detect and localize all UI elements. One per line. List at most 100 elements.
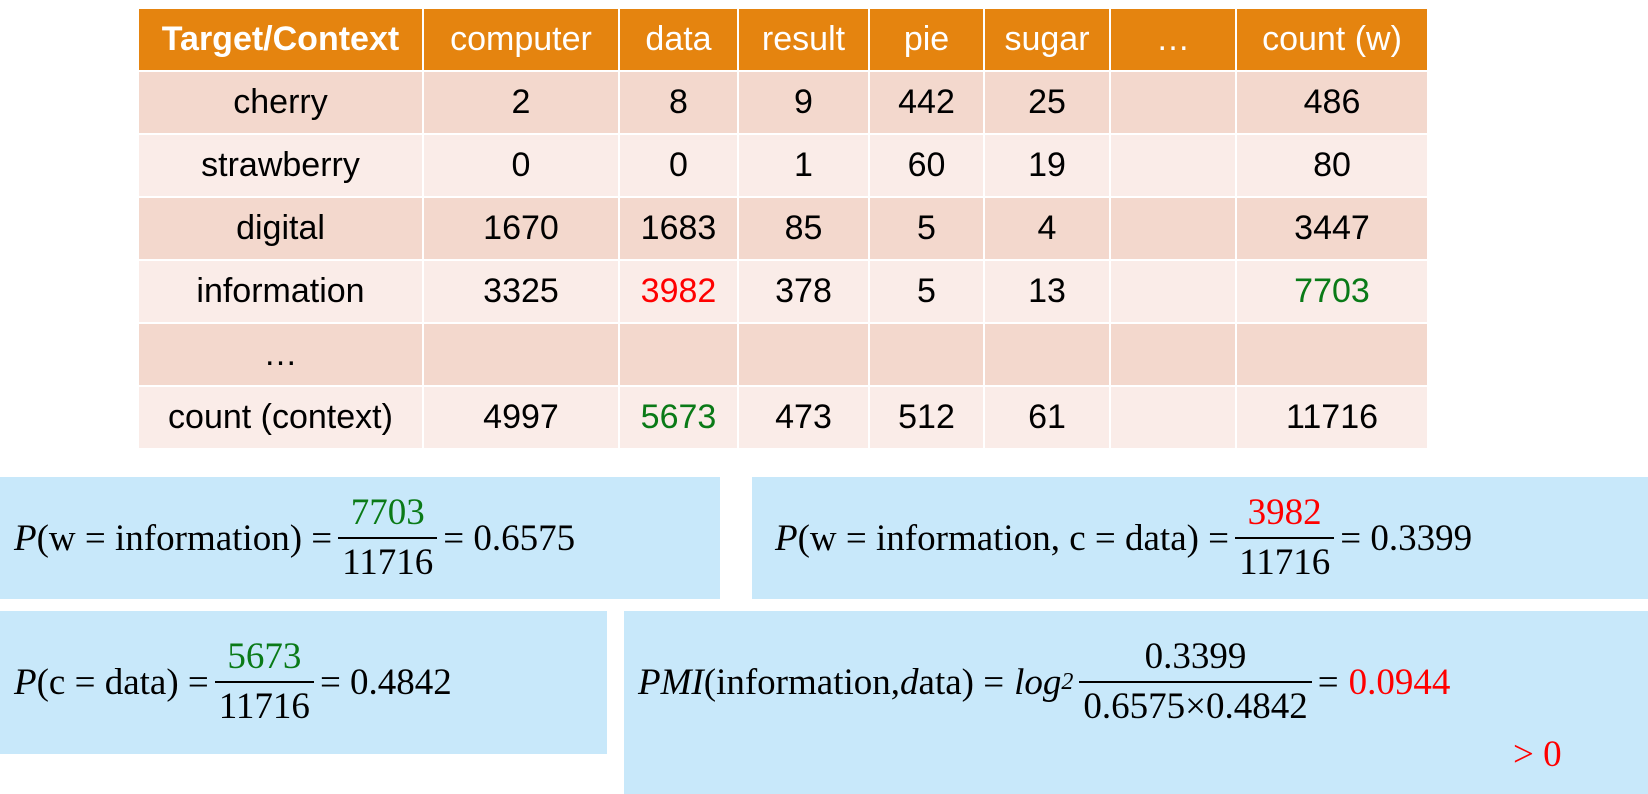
table-cell: 85 bbox=[737, 196, 870, 261]
numerator: 7703 bbox=[350, 492, 425, 533]
formula-result: = 0.6575 bbox=[443, 517, 576, 559]
table-cell: 4 bbox=[983, 196, 1111, 261]
table-cell-highlight-count-context: 5673 bbox=[618, 385, 739, 450]
fraction: 5673 11716 bbox=[214, 635, 314, 729]
table-cell-highlight-count-w: 7703 bbox=[1235, 259, 1429, 324]
header-sugar: sugar bbox=[983, 7, 1111, 72]
numerator: 3982 bbox=[1247, 492, 1322, 533]
log-base: 2 bbox=[1061, 668, 1074, 695]
table-cell bbox=[1109, 133, 1237, 198]
fraction: 0.3399 0.6575×0.4842 bbox=[1079, 635, 1312, 729]
table-cell bbox=[1109, 259, 1237, 324]
formula-result: = 0.3399 bbox=[1340, 517, 1473, 559]
table-cell: 11716 bbox=[1235, 385, 1429, 450]
table-cell: 5 bbox=[868, 196, 985, 261]
table-cell bbox=[1109, 322, 1237, 387]
table-header-row: Target/Context computer data result pie … bbox=[137, 7, 1429, 72]
header-pie: pie bbox=[868, 7, 985, 72]
formula-lhs-a: (information, bbox=[703, 661, 901, 703]
header-ellipsis: … bbox=[1109, 7, 1237, 72]
log-symbol: log bbox=[1014, 661, 1062, 703]
formula-box-pmi: PMI (information, d ata) = log 2 0.3399 0… bbox=[624, 611, 1648, 794]
fraction: 7703 11716 bbox=[338, 491, 438, 585]
cooccurrence-table: Target/Context computer data result pie … bbox=[137, 7, 1429, 450]
table-cell: 2 bbox=[422, 70, 620, 135]
table-cell: 0 bbox=[618, 133, 739, 198]
table-cell: 1670 bbox=[422, 196, 620, 261]
table-cell: 1683 bbox=[618, 196, 739, 261]
table-cell: 80 bbox=[1235, 133, 1429, 198]
header-count-w: count (w) bbox=[1235, 7, 1429, 72]
row-label: count (context) bbox=[137, 385, 424, 450]
formula-lhs-b: ata) = bbox=[918, 661, 1005, 703]
table-cell: 3325 bbox=[422, 259, 620, 324]
formula-pmi: PMI (information, d ata) = log 2 0.3399 0… bbox=[638, 611, 1450, 753]
formula-box-p-w: P (w = information) = 7703 11716 = 0.657… bbox=[0, 477, 720, 599]
formula-box-p-c: P (c = data) = 5673 11716 = 0.4842 bbox=[0, 611, 607, 754]
table-cell: 1 bbox=[737, 133, 870, 198]
header-data: data bbox=[618, 7, 739, 72]
table-cell: 61 bbox=[983, 385, 1111, 450]
table-cell: 3447 bbox=[1235, 196, 1429, 261]
table-cell bbox=[983, 322, 1111, 387]
p-symbol: P bbox=[775, 517, 798, 559]
table-row-totals: count (context) 4997 5673 473 512 61 117… bbox=[137, 385, 1429, 450]
table-cell: 0 bbox=[422, 133, 620, 198]
table-row: digital 1670 1683 85 5 4 3447 bbox=[137, 196, 1429, 261]
denominator: 11716 bbox=[338, 537, 438, 585]
header-result: result bbox=[737, 7, 870, 72]
row-label: information bbox=[137, 259, 424, 324]
table-cell-highlight-joint: 3982 bbox=[618, 259, 739, 324]
table-cell bbox=[422, 322, 620, 387]
table-cell: 25 bbox=[983, 70, 1111, 135]
formula-lhs: (c = data) = bbox=[36, 661, 209, 703]
table-cell: 8 bbox=[618, 70, 739, 135]
denominator: 11716 bbox=[1235, 537, 1335, 585]
formula-p-w: P (w = information) = 7703 11716 = 0.657… bbox=[14, 477, 575, 599]
table-cell: 13 bbox=[983, 259, 1111, 324]
denominator: 11716 bbox=[214, 681, 314, 729]
row-label: cherry bbox=[137, 70, 424, 135]
formula-p-wc: P (w = information, c = data) = 3982 117… bbox=[775, 477, 1472, 599]
formula-box-p-wc: P (w = information, c = data) = 3982 117… bbox=[752, 477, 1648, 599]
table-cell: 486 bbox=[1235, 70, 1429, 135]
pmi-symbol: PMI bbox=[638, 661, 704, 703]
formula-lhs: (w = information, c = data) = bbox=[797, 517, 1230, 559]
table-cell: 378 bbox=[737, 259, 870, 324]
formula-lhs-d: d bbox=[900, 661, 919, 703]
formula-p-c: P (c = data) = 5673 11716 = 0.4842 bbox=[14, 611, 452, 753]
table-cell bbox=[618, 322, 739, 387]
table-row: information 3325 3982 378 5 13 7703 bbox=[137, 259, 1429, 324]
table-cell bbox=[868, 322, 985, 387]
table-cell: 19 bbox=[983, 133, 1111, 198]
table-row: cherry 2 8 9 442 25 486 bbox=[137, 70, 1429, 135]
pmi-result: 0.0944 bbox=[1348, 661, 1451, 703]
table-cell: 4997 bbox=[422, 385, 620, 450]
formula-result: = 0.4842 bbox=[319, 661, 452, 703]
formula-lhs: (w = information) = bbox=[36, 517, 333, 559]
table-cell: 9 bbox=[737, 70, 870, 135]
row-label: digital bbox=[137, 196, 424, 261]
denominator: 0.6575×0.4842 bbox=[1079, 681, 1312, 729]
header-computer: computer bbox=[422, 7, 620, 72]
table-cell: 442 bbox=[868, 70, 985, 135]
table-cell bbox=[1109, 196, 1237, 261]
row-label: … bbox=[137, 322, 424, 387]
table-cell bbox=[1235, 322, 1429, 387]
table-cell bbox=[737, 322, 870, 387]
table-cell: 60 bbox=[868, 133, 985, 198]
formula-equals: = bbox=[1317, 661, 1339, 703]
table-cell bbox=[1109, 385, 1237, 450]
numerator: 0.3399 bbox=[1144, 636, 1247, 677]
table-cell bbox=[1109, 70, 1237, 135]
numerator: 5673 bbox=[227, 636, 302, 677]
header-target-context: Target/Context bbox=[137, 7, 424, 72]
table-cell: 5 bbox=[868, 259, 985, 324]
table-row: strawberry 0 0 1 60 19 80 bbox=[137, 133, 1429, 198]
p-symbol: P bbox=[14, 661, 37, 703]
row-label: strawberry bbox=[137, 133, 424, 198]
table-cell: 512 bbox=[868, 385, 985, 450]
table-cell: 473 bbox=[737, 385, 870, 450]
pmi-positive-note: > 0 bbox=[1513, 734, 1562, 775]
table-row: … bbox=[137, 322, 1429, 387]
